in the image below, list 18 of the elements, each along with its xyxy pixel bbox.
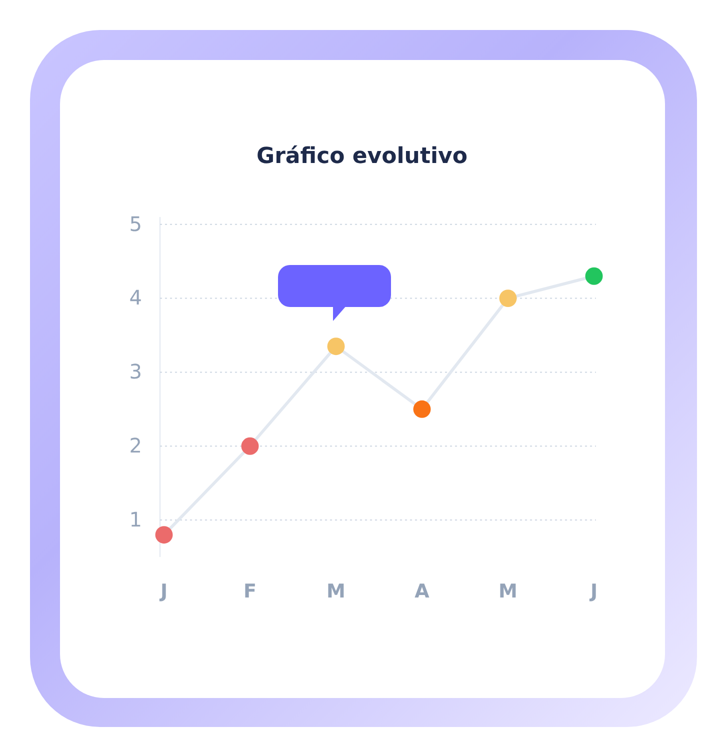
y-tick-label: 5 (129, 212, 142, 236)
x-tick-label: J (158, 580, 168, 602)
point (241, 437, 259, 455)
y-tick-label: 1 (129, 507, 142, 532)
point (585, 267, 603, 285)
point (499, 290, 517, 308)
x-tick-label: F (244, 580, 256, 602)
x-tick-label: A (414, 580, 430, 602)
point (327, 338, 345, 356)
point (413, 400, 431, 418)
y-tick-label: 3 (129, 360, 142, 384)
point (155, 526, 173, 544)
x-tick-label: M (326, 580, 346, 602)
x-tick-label: M (498, 580, 518, 602)
y-tick-label: 2 (129, 434, 142, 458)
chart-title: Gráfico evolutivo (256, 144, 468, 169)
x-tick-label: J (588, 580, 598, 602)
y-tick-label: 4 (129, 286, 142, 310)
